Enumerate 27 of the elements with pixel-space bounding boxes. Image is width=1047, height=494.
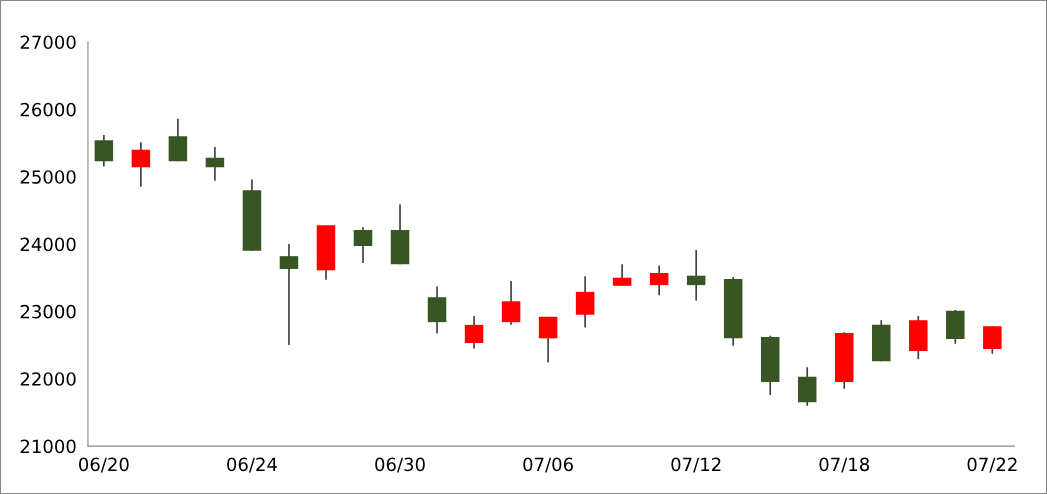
y-tick-label: 27000 bbox=[20, 35, 76, 50]
candlestick bbox=[612, 263, 632, 287]
candlestick bbox=[501, 280, 521, 326]
x-tick-label: 07/22 bbox=[967, 457, 1017, 473]
candlestick bbox=[353, 226, 373, 264]
candlestick bbox=[94, 134, 114, 168]
y-tick-label: 24000 bbox=[20, 237, 76, 252]
candlestick bbox=[649, 264, 669, 297]
y-tick-label: 23000 bbox=[20, 304, 76, 319]
x-tick-label: 06/20 bbox=[79, 457, 129, 473]
candlestick bbox=[464, 315, 484, 350]
x-tick-label: 06/30 bbox=[375, 457, 425, 473]
y-tick-label: 22000 bbox=[20, 372, 76, 386]
candlestick bbox=[575, 275, 595, 329]
candlestick bbox=[538, 315, 558, 364]
x-tick-label: 07/06 bbox=[523, 457, 573, 473]
candlestick bbox=[131, 141, 151, 188]
x-tick-label: 07/12 bbox=[671, 457, 721, 473]
candlestick bbox=[205, 146, 225, 182]
y-tick-label: 21000 bbox=[20, 439, 76, 454]
y-tick-label: 26000 bbox=[20, 102, 76, 117]
x-tick-label: 06/24 bbox=[227, 457, 277, 473]
x-tick-label: 07/18 bbox=[819, 457, 870, 473]
candlestick bbox=[279, 243, 299, 346]
y-tick-label: 25000 bbox=[20, 170, 76, 184]
candlestick bbox=[983, 325, 1002, 355]
candlestick bbox=[686, 249, 706, 302]
